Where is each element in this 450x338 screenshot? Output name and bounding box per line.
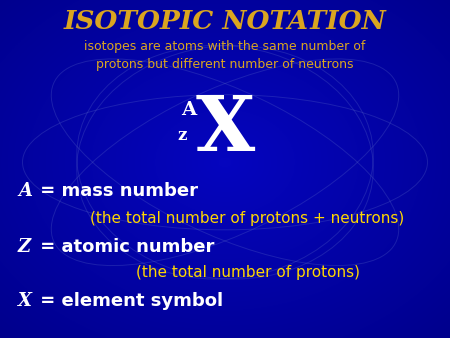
Text: z: z — [178, 127, 187, 144]
Text: X: X — [18, 292, 32, 310]
Text: Z: Z — [18, 238, 31, 256]
Text: = atomic number: = atomic number — [34, 238, 214, 256]
Text: (the total number of protons): (the total number of protons) — [135, 265, 360, 280]
Text: ISOTOPIC NOTATION: ISOTOPIC NOTATION — [63, 9, 387, 34]
Text: A: A — [18, 182, 32, 200]
Text: = element symbol: = element symbol — [34, 292, 223, 310]
Text: A: A — [181, 101, 197, 119]
Text: isotopes are atoms with the same number of
protons but different number of neutr: isotopes are atoms with the same number … — [84, 40, 366, 71]
Text: = mass number: = mass number — [34, 182, 198, 200]
Text: (the total number of protons + neutrons): (the total number of protons + neutrons) — [90, 211, 405, 225]
Text: X: X — [195, 93, 255, 167]
